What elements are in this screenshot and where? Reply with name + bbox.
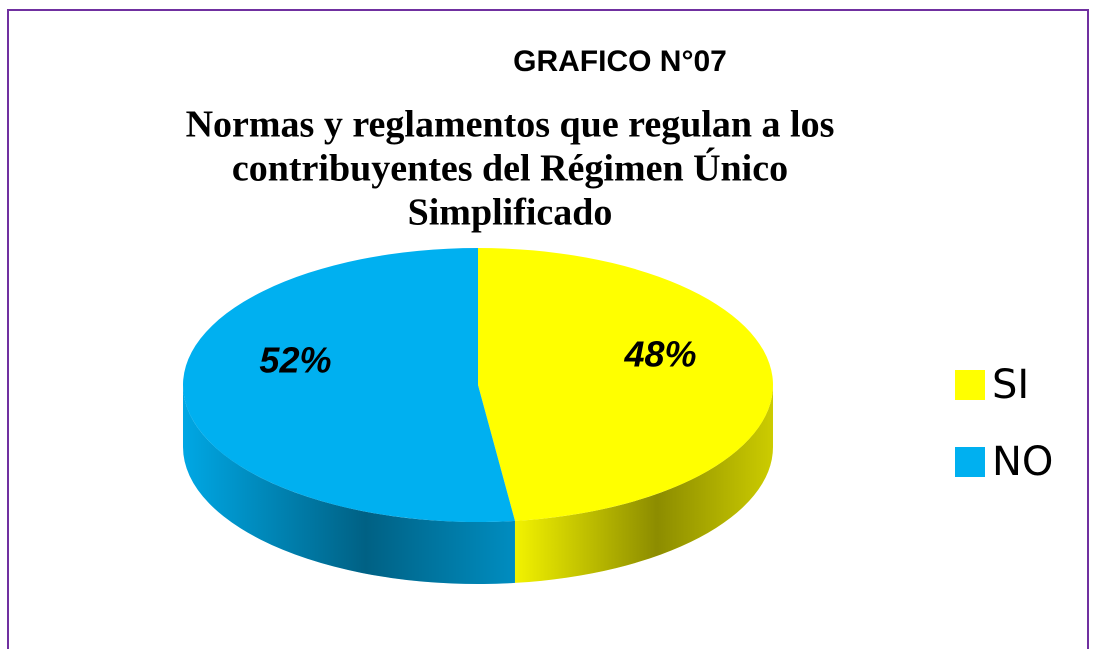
chart-title: contribuyentes del Régimen Único [232,148,788,190]
legend-label: SI [992,362,1029,408]
slice-side-shade [183,385,515,584]
legend-swatch [955,370,985,400]
data-label: 52% [259,340,331,381]
legend-swatch [955,447,985,477]
slice [183,248,515,522]
chart-title: Simplificado [408,192,613,234]
chart-heading: GRAFICO N°07 [513,45,727,78]
legend-label: NO [992,439,1053,485]
slice-side-shade [514,385,773,583]
slice [478,248,774,521]
chart-title: Normas y reglamentos que regulan a los [186,104,835,146]
data-label: 48% [624,334,697,375]
